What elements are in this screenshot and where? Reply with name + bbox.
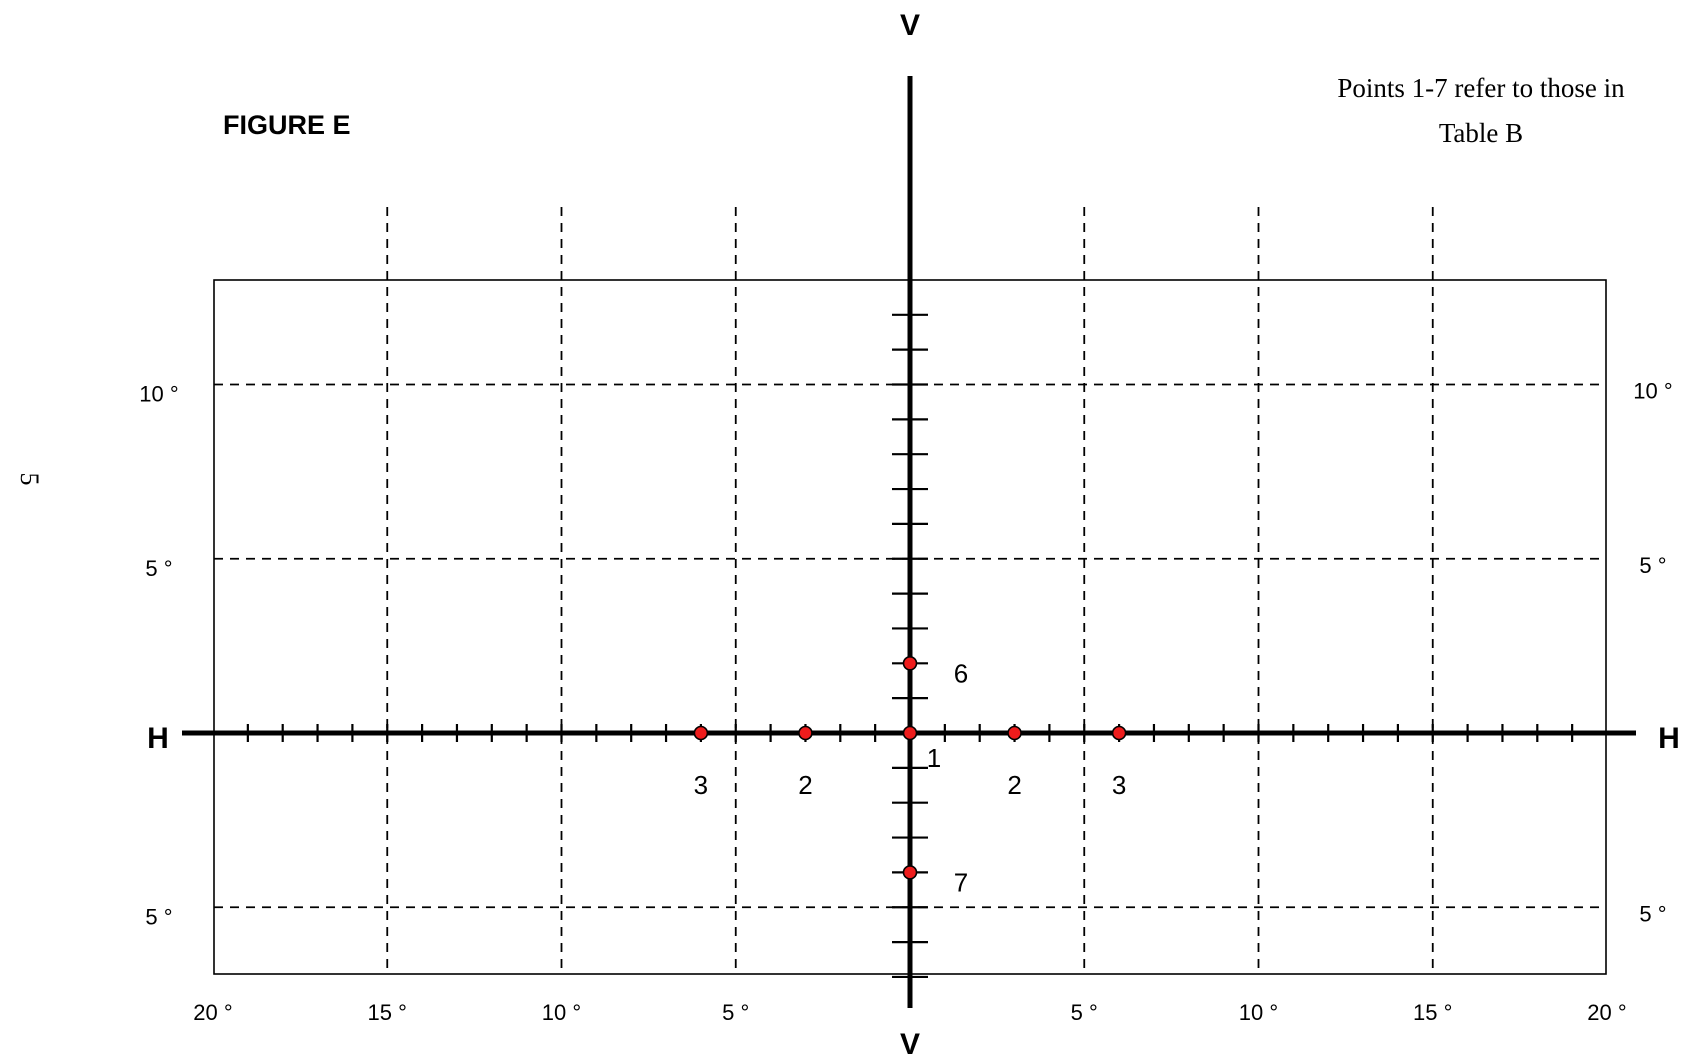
data-point-label: 2 bbox=[1007, 770, 1021, 800]
x-tick-label: 5 ° bbox=[722, 1000, 749, 1025]
y-tick-label-left: 5 ° bbox=[145, 904, 172, 929]
x-tick-label: 10 ° bbox=[542, 1000, 581, 1025]
side-page-mark: 5 bbox=[15, 473, 44, 486]
data-point-7 bbox=[902, 865, 918, 880]
data-point-6 bbox=[902, 655, 918, 671]
x-tick-label: 15 ° bbox=[1413, 1000, 1452, 1025]
data-point-3 bbox=[1111, 725, 1127, 741]
y-tick-label-left: 10 ° bbox=[139, 382, 178, 407]
y-tick-label-right: 5 ° bbox=[1639, 553, 1666, 578]
data-point-2 bbox=[798, 725, 813, 741]
data-points: 1 2 2 3 3 6 7 bbox=[693, 655, 1127, 897]
y-tick-label-right: 10 ° bbox=[1633, 379, 1672, 404]
axis-label-h-left: H bbox=[147, 722, 169, 755]
data-point-label: 7 bbox=[954, 867, 968, 897]
data-point-3 bbox=[693, 725, 709, 741]
data-point-2 bbox=[1007, 725, 1022, 741]
figure-title: FIGURE E bbox=[223, 110, 351, 140]
axis-label-v-top: V bbox=[900, 9, 920, 42]
x-tick-label: 5 ° bbox=[1071, 1000, 1098, 1025]
data-point-label: 3 bbox=[694, 770, 708, 800]
y-tick-label-right: 5 ° bbox=[1639, 901, 1666, 926]
data-point-label: 6 bbox=[954, 658, 968, 688]
tick-labels: 20 ° 15 ° 10 ° 5 ° 5 ° 10 ° 15 ° 20 °10 ° 10 °5 … bbox=[139, 379, 1672, 1026]
data-point-label: 2 bbox=[798, 770, 812, 800]
axis-label-h-right: H bbox=[1658, 722, 1680, 755]
x-tick-label: 10 ° bbox=[1239, 1000, 1278, 1025]
x-tick-label: 20 ° bbox=[1587, 1000, 1626, 1025]
data-point-label: 3 bbox=[1112, 770, 1126, 800]
data-point-label: 1 bbox=[927, 743, 941, 773]
data-point-1 bbox=[902, 725, 918, 741]
x-tick-label: 15 ° bbox=[368, 1000, 407, 1025]
y-tick-label-left: 5 ° bbox=[145, 556, 172, 581]
note-line-1: Points 1-7 refer to those in bbox=[1337, 73, 1625, 103]
x-tick-label: 20 ° bbox=[193, 1000, 232, 1025]
axis-label-v-bottom: V bbox=[900, 1028, 920, 1056]
note-line-2: Table B bbox=[1439, 118, 1523, 148]
